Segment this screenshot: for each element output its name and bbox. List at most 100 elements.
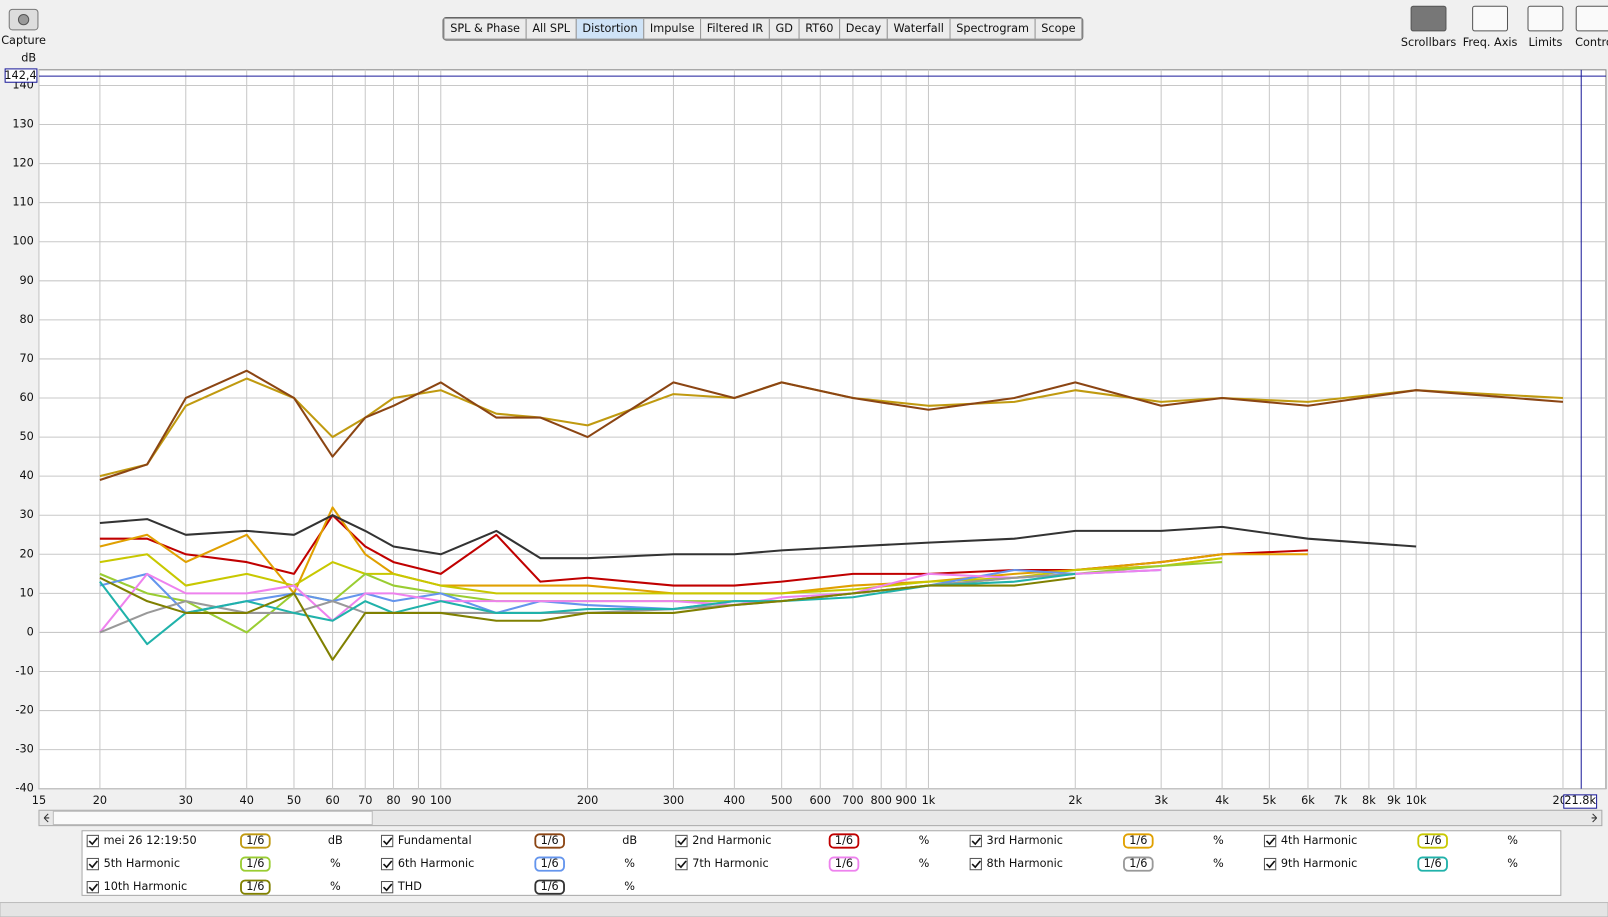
- legend-item[interactable]: 2nd Harmonic 1/6%: [675, 833, 930, 849]
- button-label: Scrollbars: [1401, 36, 1457, 49]
- tab[interactable]: Scope: [1034, 18, 1083, 40]
- tab[interactable]: SPL & Phase: [443, 18, 527, 40]
- x-tick-label: 20: [93, 794, 107, 807]
- y-tick-label: -20: [15, 704, 33, 717]
- x-tick-label: 100: [430, 794, 452, 807]
- legend-label: 6th Harmonic: [398, 857, 474, 870]
- smoothing-badge: [1123, 856, 1154, 872]
- tab[interactable]: All SPL: [525, 18, 577, 40]
- legend-item[interactable]: 7th Harmonic 1/6%: [675, 856, 930, 872]
- smoothing-label: 1/6: [246, 880, 264, 893]
- x-tick-label: 300: [663, 794, 685, 807]
- y-tick-label: 40: [19, 469, 33, 482]
- tab[interactable]: Decay: [839, 18, 888, 40]
- x-tick-label: 40: [240, 794, 254, 807]
- x-tick-label: 30: [179, 794, 193, 807]
- x-tick-label: 9k: [1387, 794, 1401, 807]
- plot-area: [38, 69, 1607, 790]
- x-tick-label: 600: [810, 794, 832, 807]
- toolbar-button[interactable]: Scrollbars: [1401, 5, 1457, 49]
- x-tick-label: 2k: [1068, 794, 1082, 807]
- smoothing-badge: [828, 833, 860, 849]
- legend-item[interactable]: 5th Harmonic 1/6%: [86, 856, 341, 872]
- toolbar-button[interactable]: Controls: [1575, 5, 1608, 49]
- tab-label: SPL & Phase: [450, 22, 520, 35]
- cursor-y-label: 142,4: [4, 69, 36, 82]
- smoothing-label: 1/6: [835, 834, 853, 847]
- button-icon: [1527, 5, 1564, 32]
- smoothing-badge: [534, 856, 565, 872]
- series-line: [99, 514, 1417, 560]
- y-tick-label: 20: [19, 547, 33, 560]
- camera-lens: [17, 13, 30, 26]
- tab-label: Distortion: [582, 22, 637, 35]
- legend-item[interactable]: THD 1/6%: [380, 879, 635, 895]
- legend-unit: %: [330, 880, 341, 893]
- legend-item[interactable]: 9th Harmonic 1/6%: [1263, 856, 1518, 872]
- legend-item[interactable]: 10th Harmonic 1/6%: [86, 879, 341, 895]
- tab-bg: [1034, 18, 1083, 40]
- button-icon: [1472, 5, 1509, 32]
- smoothing-badge: [1417, 856, 1448, 872]
- smoothing-label: 1/6: [1129, 857, 1147, 870]
- legend-checkbox: [86, 881, 99, 894]
- tab-label: GD: [776, 22, 794, 35]
- x-tick-label: 400: [724, 794, 746, 807]
- legend-label: 7th Harmonic: [692, 857, 768, 870]
- tab[interactable]: GD: [768, 18, 800, 40]
- y-tick-label: 80: [19, 313, 33, 326]
- tab[interactable]: RT60: [798, 18, 841, 40]
- legend-check: [677, 860, 687, 869]
- x-tick-label: 15: [32, 794, 46, 807]
- x-tick-label: 50: [287, 794, 301, 807]
- tab-label: RT60: [805, 22, 833, 35]
- tab-label: All SPL: [532, 22, 570, 35]
- x-tick-label: 80: [386, 794, 400, 807]
- button-icon: [1410, 5, 1447, 32]
- legend-checkbox: [1263, 834, 1277, 848]
- smoothing-badge: [534, 879, 565, 895]
- tab-label: Waterfall: [893, 22, 943, 35]
- legend-item[interactable]: 4th Harmonic 1/6%: [1263, 833, 1518, 849]
- legend-label: 2nd Harmonic: [692, 834, 771, 847]
- capture-button[interactable]: Capture: [1, 8, 46, 47]
- legend-check: [382, 860, 393, 869]
- smoothing-badge: [534, 833, 565, 849]
- x-tick-label: 10k: [1406, 794, 1427, 807]
- tab-label: Scope: [1041, 22, 1075, 35]
- x-tick-label: 700: [842, 794, 864, 807]
- legend-unit: %: [1213, 834, 1224, 847]
- legend-label: THD: [397, 880, 422, 893]
- smoothing-label: 1/6: [1424, 834, 1442, 847]
- y-tick-label: 90: [19, 274, 33, 287]
- toolbar-button[interactable]: Limits: [1527, 5, 1564, 49]
- x-tick-label: 5k: [1262, 794, 1276, 807]
- x-tick-label: 70: [358, 794, 372, 807]
- tab[interactable]: Spectrogram: [949, 18, 1036, 40]
- legend-item[interactable]: 3rd Harmonic 1/6%: [969, 833, 1224, 849]
- tab[interactable]: Impulse: [643, 18, 702, 40]
- legend-checkbox: [969, 834, 982, 848]
- legend-item[interactable]: Fundamental 1/6 dB: [380, 833, 637, 849]
- legend-checkbox: [86, 834, 99, 848]
- legend-item[interactable]: 8th Harmonic 1/6%: [969, 856, 1224, 872]
- legend-check: [971, 837, 982, 846]
- series-line: [99, 568, 1162, 634]
- legend-check: [1265, 837, 1276, 846]
- legend-check: [382, 837, 393, 846]
- legend-item[interactable]: mei 26 12:19:50 1/6 dB: [86, 833, 343, 849]
- scrollbar-thumb[interactable]: [52, 810, 373, 826]
- legend-item[interactable]: 6th Harmonic 1/6%: [380, 856, 635, 872]
- x-tick-label: 60: [325, 794, 339, 807]
- y-tick-label: 110: [12, 196, 34, 209]
- tab[interactable]: Filtered IR: [700, 18, 770, 40]
- y-tick-label: -10: [15, 665, 33, 678]
- tab[interactable]: Waterfall: [886, 18, 951, 40]
- tab[interactable]: Distortion: [575, 18, 645, 40]
- legend-label: 10th Harmonic: [104, 880, 188, 893]
- toolbar-button[interactable]: Freq. Axis: [1463, 5, 1518, 49]
- x-tick-label: 3k: [1154, 794, 1168, 807]
- smoothing-badge: [240, 833, 271, 849]
- scrollbar[interactable]: [38, 809, 1603, 827]
- legend-checkbox: [675, 857, 688, 871]
